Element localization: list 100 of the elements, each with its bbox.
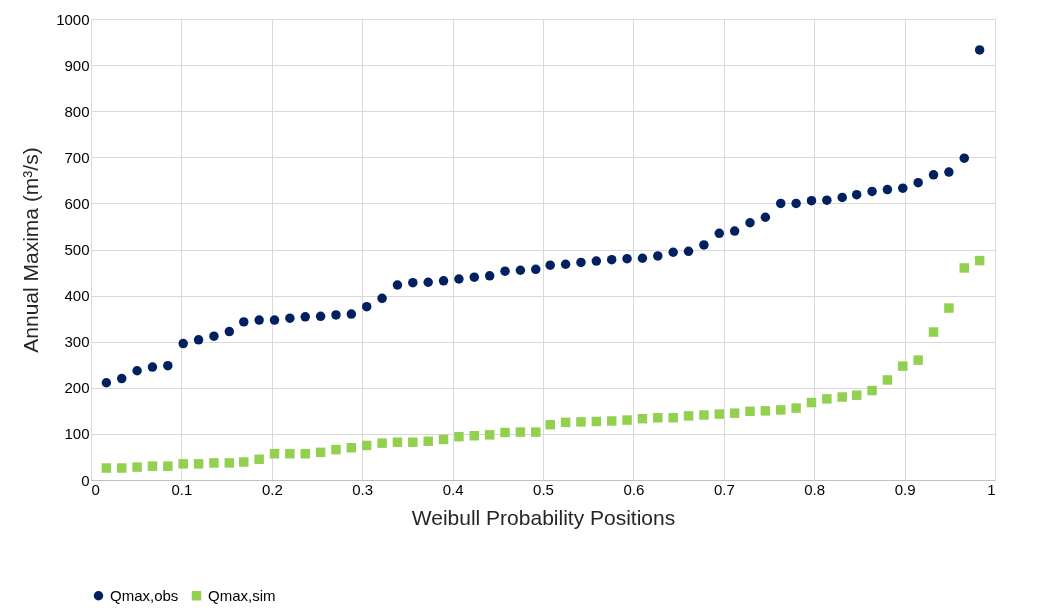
point [224,326,235,337]
point [361,440,372,451]
y-tick-label: 400 [64,287,90,305]
point [346,309,357,319]
point [974,255,985,266]
point [668,413,678,423]
point [882,184,893,195]
point [806,397,817,408]
point [560,259,571,269]
point [745,218,755,228]
point [776,405,786,415]
point [392,437,403,447]
point [606,254,617,265]
point [714,228,725,239]
point [913,177,923,188]
x-tick-label: 0.8 [804,480,826,498]
x-tick-label: 0.3 [352,480,374,498]
point [315,311,326,322]
point [776,198,786,209]
point [315,447,326,458]
point [806,195,817,206]
point [147,362,158,372]
point [163,461,173,471]
point [193,335,204,345]
point [729,226,740,236]
point [928,170,939,180]
point [438,434,449,445]
point [653,251,663,261]
point [300,448,310,459]
point [515,427,526,437]
point [254,315,264,325]
point [851,390,862,400]
x-tick-label: 0.7 [713,480,735,498]
y-tick-label: 600 [64,194,90,212]
point [239,457,249,467]
point [668,247,678,257]
point [469,431,480,441]
point [837,392,847,402]
point [331,444,341,455]
point [822,394,832,404]
point [392,280,403,290]
point [408,437,418,447]
point [484,271,495,281]
point [545,260,555,270]
point [591,416,602,427]
point [622,253,632,264]
point [851,189,862,200]
point [300,312,310,322]
point [438,276,449,286]
point [882,375,893,385]
y-tick-label: 300 [64,333,90,351]
point [346,442,357,453]
x-tick-label: 0.1 [171,480,193,498]
point [469,272,480,282]
point [269,315,280,325]
point [500,266,510,276]
point [898,361,908,371]
legend-label: Qmax,sim [208,586,276,604]
point [361,301,372,312]
point [898,183,908,193]
point [944,167,954,177]
x-tick-label: 0.5 [533,480,554,498]
point [132,366,142,376]
point [837,192,847,203]
y-tick-label: 500 [64,241,90,258]
point [132,462,142,472]
point [714,409,725,419]
point [760,212,771,222]
point [576,417,586,427]
point [974,45,985,55]
point [683,246,694,257]
point [729,408,740,418]
y-tick-label: 900 [64,56,90,74]
x-tick-label: 0.4 [442,480,464,498]
y-tick-label: 700 [64,148,90,166]
point [637,253,648,263]
y-tick-label: 1000 [56,10,90,28]
point [254,454,264,464]
point [423,277,433,287]
point [193,459,204,469]
point [239,317,249,327]
point [423,436,433,447]
point [622,415,632,425]
legend-label: Qmax,obs [110,586,179,604]
point [699,240,709,250]
point [285,448,295,459]
point [224,458,235,468]
point [576,257,586,268]
point [791,403,801,413]
point [959,263,970,273]
point [531,427,541,437]
point [377,293,387,304]
point [408,277,418,288]
x-tick-label: 1 [987,480,996,498]
point [791,198,801,209]
point [822,195,832,205]
point [745,406,755,417]
point [913,355,923,365]
point [545,419,555,430]
point [209,331,219,341]
